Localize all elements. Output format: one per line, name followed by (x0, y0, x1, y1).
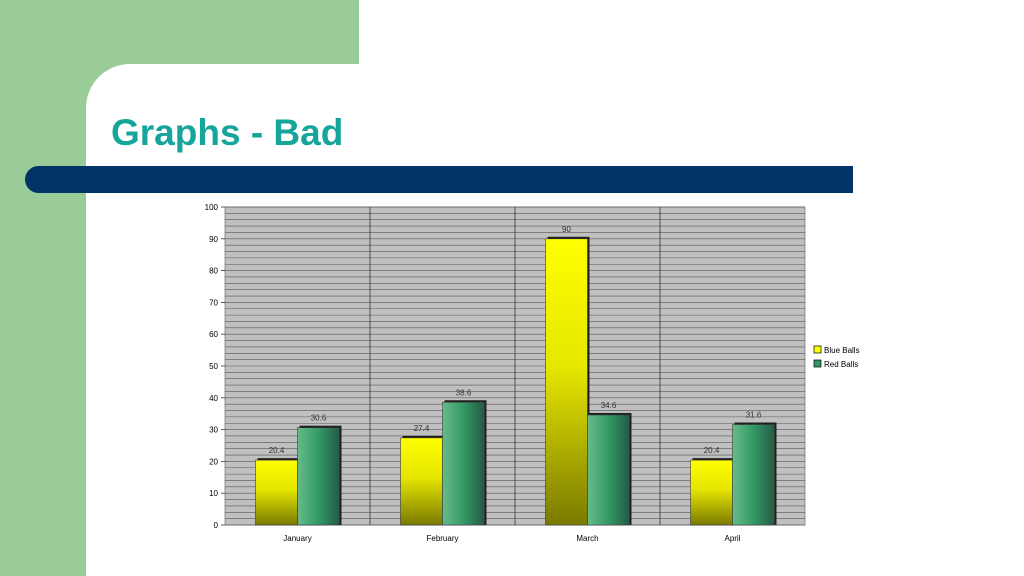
y-tick-label: 10 (209, 489, 218, 498)
data-label: 90 (562, 225, 571, 234)
y-tick-label: 80 (209, 267, 218, 276)
legend-label: Blue Balls (824, 346, 860, 355)
x-tick-label: February (426, 534, 458, 543)
y-tick-label: 40 (209, 394, 218, 403)
y-tick-label: 50 (209, 362, 218, 371)
y-tick-label: 60 (209, 330, 218, 339)
data-label: 30.6 (311, 414, 327, 423)
y-tick-label: 0 (214, 521, 219, 530)
bar-blue-balls (690, 459, 733, 526)
legend: Blue Balls Red Balls (813, 345, 860, 369)
data-label: 20.4 (269, 446, 285, 455)
legend-label: Red Balls (824, 360, 858, 369)
data-label: 31.6 (746, 411, 762, 420)
data-label: 20.4 (704, 446, 720, 455)
bar-red-balls (587, 414, 630, 526)
legend-swatch (813, 345, 822, 354)
bar-red-balls (732, 424, 775, 526)
y-tick-label: 70 (209, 298, 218, 307)
y-tick-label: 20 (209, 457, 218, 466)
data-label: 34.6 (601, 401, 617, 410)
x-tick-label: April (724, 534, 740, 543)
bar-chart: 0 10 20 30 40 50 60 70 80 90 100 20.4 30.6 January 27… (205, 203, 860, 543)
title-underline-bar (25, 166, 853, 193)
bar-red-balls (442, 401, 485, 526)
legend-swatch (813, 359, 822, 368)
chart-marks: 20.4 30.6 January 27.4 38.6 February 90 34.6 Mar… (255, 225, 777, 543)
slide-title: Graphs - Bad (111, 112, 344, 153)
bar-blue-balls (400, 437, 443, 526)
y-tick-label: 100 (205, 203, 219, 212)
bar-blue-balls (255, 459, 298, 526)
data-label: 27.4 (414, 424, 430, 433)
x-tick-label: January (283, 534, 311, 543)
data-label: 38.6 (456, 388, 472, 397)
x-tick-label: March (576, 534, 598, 543)
y-tick-label: 30 (209, 426, 218, 435)
bar-red-balls (297, 427, 340, 526)
y-tick-label: 90 (209, 235, 218, 244)
bar-blue-balls (545, 238, 588, 526)
